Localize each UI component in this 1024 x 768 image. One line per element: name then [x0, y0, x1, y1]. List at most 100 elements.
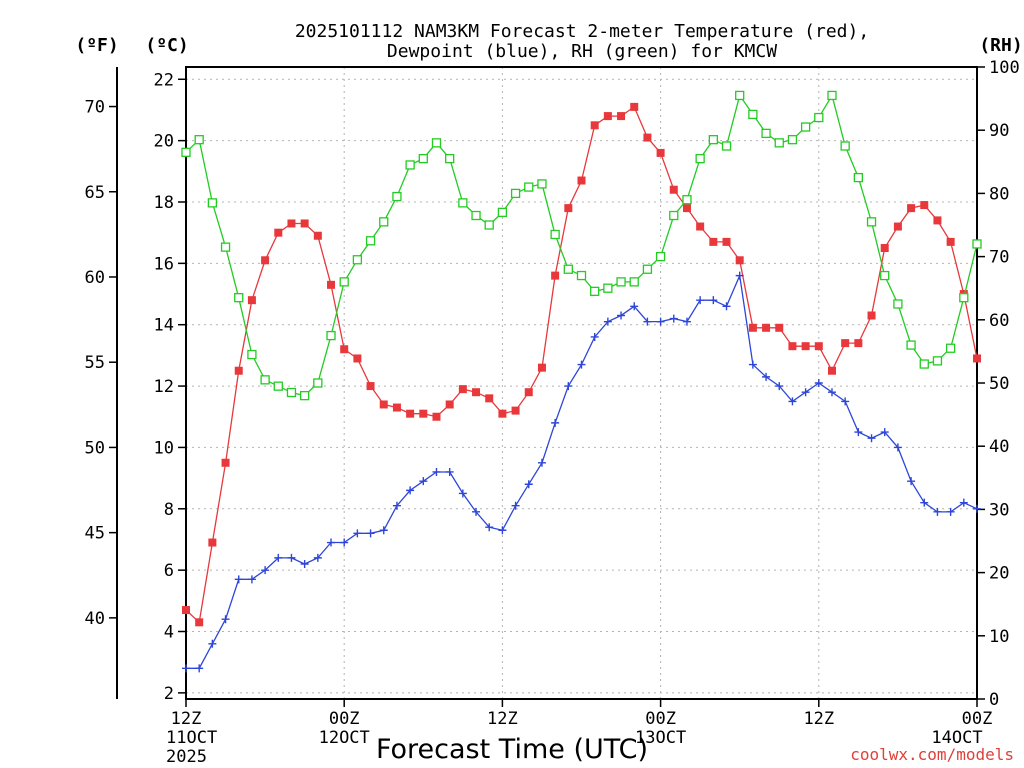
rh-marker — [603, 283, 613, 293]
rh-marker — [431, 138, 442, 148]
rh-marker — [893, 299, 903, 309]
temperature-marker — [406, 409, 415, 418]
celsius-tick-label: 16 — [154, 254, 174, 274]
temperature-marker — [656, 148, 665, 157]
rh-marker — [972, 239, 982, 249]
dewpoint-marker — [208, 639, 217, 648]
dewpoint-marker — [722, 302, 731, 311]
dewpoint-marker — [893, 443, 902, 452]
rh-marker — [365, 236, 376, 246]
dewpoint-marker — [432, 467, 441, 476]
temperature-marker — [630, 102, 639, 111]
temperature-marker — [498, 409, 507, 418]
dewpoint-marker — [300, 560, 309, 569]
temperature-marker — [419, 409, 428, 418]
rh-marker — [655, 251, 666, 262]
celsius-tick-label: 8 — [164, 500, 174, 520]
dewpoint-marker — [234, 575, 243, 584]
dewpoint-marker — [366, 529, 375, 538]
fahrenheit-tick-label: 40 — [85, 609, 105, 629]
rh-tick-label: 20 — [989, 564, 1009, 584]
temperature-marker — [340, 345, 349, 354]
rh-marker — [840, 141, 850, 151]
dewpoint-marker — [485, 523, 494, 532]
dewpoint-marker — [854, 428, 863, 437]
dewpoint-marker — [379, 526, 388, 535]
temperature-marker — [287, 219, 296, 228]
dewpoint-marker — [445, 467, 454, 476]
rh-marker — [326, 330, 336, 341]
rh-marker — [181, 147, 191, 157]
dewpoint-marker — [458, 489, 467, 498]
rh-marker — [510, 188, 521, 199]
rh-marker — [721, 141, 732, 151]
rh-marker — [405, 160, 415, 170]
rh-marker — [497, 207, 508, 218]
rh-tick-label: 60 — [989, 311, 1009, 331]
temperature-marker — [445, 400, 454, 409]
dewpoint-marker — [603, 317, 612, 326]
temperature-marker — [920, 201, 929, 210]
dewpoint-marker — [696, 296, 705, 305]
temperature-marker — [893, 222, 902, 231]
temperature-marker — [485, 394, 494, 403]
dewpoint-marker — [630, 302, 639, 311]
dewpoint-marker — [617, 311, 626, 320]
dewpoint-line — [186, 273, 978, 669]
temperature-marker — [221, 458, 230, 467]
chart-axes: 2 4 6 8 10 12 14 16 18 20 22 40 45 50 55 60 65 70 0 10 20 30 4… — [85, 58, 1020, 767]
rh-marker — [339, 277, 349, 287]
temperature-marker — [762, 323, 771, 332]
temperature-marker — [524, 388, 533, 397]
temperature-marker — [669, 185, 678, 194]
temperature-marker — [208, 538, 217, 547]
temperature-marker — [907, 204, 916, 213]
dewpoint-marker — [221, 615, 230, 624]
dewpoint-marker — [287, 553, 296, 562]
temperature-marker — [472, 388, 481, 397]
dewpoint-marker — [577, 360, 586, 369]
fahrenheit-tick-label: 70 — [85, 98, 105, 118]
rh-marker — [748, 109, 758, 120]
temperature-marker — [274, 228, 283, 237]
x-tick-label: 2025 — [166, 747, 207, 767]
rh-marker — [932, 356, 943, 366]
rh-marker — [194, 135, 204, 145]
x-tick-label: 12Z — [171, 709, 202, 729]
rh-marker — [392, 191, 402, 202]
dewpoint-marker — [524, 480, 533, 489]
temperature-marker — [722, 237, 731, 246]
temperature-marker — [814, 342, 823, 351]
x-tick-label: 13OCT — [635, 728, 686, 748]
dewpoint-marker — [327, 538, 336, 547]
rh-tick-label: 30 — [989, 500, 1009, 520]
rh-marker — [220, 242, 231, 252]
temperature-marker — [458, 385, 467, 394]
grid-lines — [186, 67, 977, 699]
rh-marker — [695, 153, 705, 164]
temperature-marker — [933, 216, 942, 225]
temperature-marker — [379, 400, 388, 409]
temperature-marker — [603, 112, 612, 121]
temperature-marker — [735, 256, 744, 265]
temperature-marker — [234, 366, 243, 375]
celsius-tick-label: 4 — [164, 623, 174, 643]
dewpoint-marker — [406, 486, 415, 495]
dewpoint-marker — [498, 526, 507, 535]
rh-marker — [735, 90, 745, 101]
rh-marker — [234, 293, 244, 303]
rh-marker — [247, 349, 257, 360]
dewpoint-marker — [274, 553, 283, 562]
celsius-tick-label: 20 — [154, 132, 174, 152]
rh-marker — [814, 112, 824, 123]
rh-marker — [537, 179, 547, 189]
temperature-marker — [353, 354, 362, 363]
credit-text: coolwx.com/models — [850, 745, 1014, 764]
chart-title-line-1: 2025101112 NAM3KM Forecast 2-meter Tempe… — [295, 21, 869, 42]
temperature-marker — [247, 296, 256, 305]
rh-marker — [959, 293, 969, 303]
rh-tick-label: 40 — [989, 437, 1009, 457]
temperature-marker — [313, 231, 322, 240]
temperature-marker — [682, 204, 691, 213]
celsius-unit-label: (ºC) — [145, 35, 188, 56]
